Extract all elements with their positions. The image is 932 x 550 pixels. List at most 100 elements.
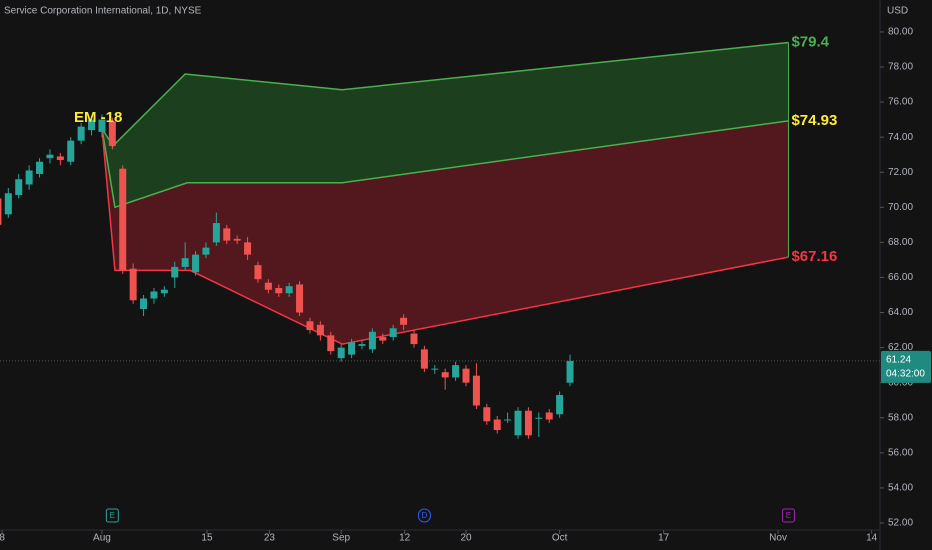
candle-body <box>4 193 12 215</box>
candle-body <box>129 268 137 301</box>
candle-body <box>275 287 283 294</box>
x-tick-label: 8 <box>0 533 5 544</box>
candle-body <box>244 242 252 255</box>
band-value-label: $79.4 <box>791 33 829 50</box>
candle-body <box>296 284 304 313</box>
band-line <box>101 128 789 345</box>
candle-body <box>306 321 314 331</box>
band-value-label: $74.93 <box>791 112 837 129</box>
y-tick-label: 56.00 <box>888 447 913 458</box>
y-tick-label: 64.00 <box>888 307 913 318</box>
candle-body <box>504 419 512 421</box>
candle-body <box>140 298 148 310</box>
candle-body <box>441 372 449 378</box>
candle-body <box>46 154 54 159</box>
x-tick-label: 14 <box>866 533 878 544</box>
candle-body <box>400 317 408 325</box>
candle-body <box>108 121 116 146</box>
y-tick-label: 58.00 <box>888 412 913 423</box>
x-tick-label: Oct <box>552 533 568 544</box>
x-tick-label: 17 <box>658 533 670 544</box>
candle-body <box>524 410 532 436</box>
candle-body <box>316 324 324 336</box>
y-tick-label: 74.00 <box>888 132 913 143</box>
candle-body <box>452 365 460 378</box>
y-tick-label: 78.00 <box>888 62 913 73</box>
candle-body <box>233 238 241 241</box>
candle-body <box>285 286 293 294</box>
candle-body <box>358 344 366 346</box>
y-tick-label: 68.00 <box>888 237 913 248</box>
candle-body <box>171 266 179 278</box>
candle-body <box>0 198 2 225</box>
price-tag <box>881 350 931 383</box>
candle-body <box>15 179 23 196</box>
event-icon <box>417 508 431 523</box>
x-tick-label: 23 <box>264 533 276 544</box>
x-tick-label: Aug <box>93 533 111 544</box>
candle-body <box>119 168 127 271</box>
candle-body <box>514 410 522 436</box>
candle-body <box>36 161 44 174</box>
candle-body <box>348 342 356 355</box>
candle-body <box>493 419 501 431</box>
event-label: D <box>422 511 428 520</box>
event-icon <box>781 508 795 523</box>
candle-body <box>368 331 376 350</box>
y-tick-label: 70.00 <box>888 202 913 213</box>
candle-body <box>431 368 439 370</box>
candle-body <box>181 258 189 267</box>
candle-body <box>160 289 168 294</box>
candle-body <box>337 347 345 359</box>
x-tick-label: Sep <box>332 533 350 544</box>
x-tick-label: Nov <box>769 533 787 544</box>
y-tick-label: 80.00 <box>888 27 913 38</box>
candle-body <box>472 375 480 406</box>
chart-title: Service Corporation International, 1D, N… <box>4 6 202 17</box>
band-line <box>101 120 789 209</box>
candle-body <box>212 223 220 243</box>
annotation: EM -18 <box>74 109 122 126</box>
candle-body <box>150 291 158 299</box>
candle-body <box>25 170 33 185</box>
candle-body <box>264 282 272 290</box>
y-tick-label: 52.00 <box>888 518 913 529</box>
candle-body <box>379 337 387 341</box>
y-tick-label: 62.00 <box>888 342 913 353</box>
event-label: E <box>786 511 791 520</box>
candle-body <box>556 394 564 415</box>
band-fill <box>101 120 789 345</box>
x-tick-label: 12 <box>399 533 411 544</box>
event-label: E <box>110 511 115 520</box>
band-fill <box>101 42 789 208</box>
candle-body <box>327 335 335 352</box>
event-icon <box>105 508 119 523</box>
candle-body <box>67 140 75 162</box>
y-tick-label: 66.00 <box>888 272 913 283</box>
y-tick-label: 72.00 <box>888 167 913 178</box>
candle-body <box>254 265 262 280</box>
price-tag-countdown: 04:32:00 <box>886 369 925 380</box>
candle-body <box>483 407 491 422</box>
band-value-label: $67.16 <box>791 248 837 265</box>
candle-body <box>88 119 96 131</box>
candle-body <box>462 368 470 383</box>
candle-body <box>223 228 231 241</box>
x-tick-label: 15 <box>201 533 213 544</box>
x-tick-label: 20 <box>460 533 472 544</box>
candle-body <box>56 156 64 160</box>
candle-body <box>535 417 543 419</box>
price-tag-value: 61.24 <box>886 355 911 366</box>
candle-body <box>98 119 106 132</box>
candle-body <box>566 360 574 383</box>
candle-body <box>77 126 85 141</box>
y-tick-label: 76.00 <box>888 97 913 108</box>
candle-body <box>410 333 418 345</box>
y-axis-label: USD <box>887 6 908 17</box>
candle-body <box>192 254 200 273</box>
candle-body <box>545 412 553 420</box>
candle-body <box>389 328 397 338</box>
candle-body <box>420 349 428 369</box>
y-tick-label: 54.00 <box>888 483 913 494</box>
